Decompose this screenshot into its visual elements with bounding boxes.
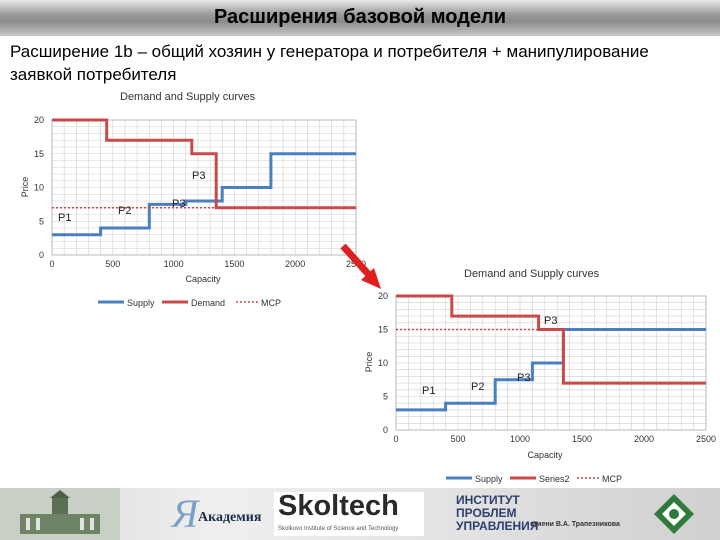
slide-subtitle: Расширение 1b – общий хозяин у генератор…	[10, 42, 649, 84]
skoltech-logo: Skoltech Skolkovo Institute of Science a…	[274, 490, 424, 536]
x-tick-label: 2000	[285, 259, 305, 269]
ipu-line-2: ПРОБЛЕМ	[456, 506, 517, 520]
chart-1: Demand and Supply curves Price Capacity …	[20, 91, 366, 308]
series-line-series2	[396, 294, 706, 385]
title-bar: Расширения базовой модели	[0, 0, 720, 36]
ipu-logo: ИНСТИТУТ ПРОБЛЕМ УПРАВЛЕНИЯ имени В.А. Т…	[452, 494, 630, 536]
chart-2-ylabel: Price	[364, 352, 374, 373]
emblem-logo-icon	[654, 494, 694, 534]
y-tick-label: 5	[39, 216, 44, 226]
arrow-icon	[340, 243, 381, 289]
x-tick-label: 1500	[224, 259, 244, 269]
ipu-line-3: УПРАВЛЕНИЯ	[456, 519, 539, 533]
chart-2-label-p1: P1	[422, 385, 435, 397]
y-tick-label: 15	[34, 149, 44, 159]
skoltech-logo-sub: Skolkovo Institute of Science and Techno…	[278, 526, 399, 532]
academy-logo-text: Академия	[198, 510, 262, 525]
chart-2-legend: Supply Series2 MCP	[446, 474, 622, 484]
plot-frame	[51, 119, 357, 256]
chart-1-label-p3b: P3	[172, 198, 185, 210]
chart-1-label-p2: P2	[118, 205, 131, 217]
ipu-logo-sub: имени В.А. Трапезникова	[532, 521, 620, 528]
series-line-supply	[52, 152, 356, 237]
x-tick-label: 0	[393, 434, 398, 444]
y-tick-label: 5	[383, 392, 388, 402]
x-tick-label: 0	[49, 259, 54, 269]
y-tick-label: 20	[378, 291, 388, 301]
chart-1-ylabel: Price	[20, 177, 30, 198]
slide-title: Расширения базовой модели	[213, 6, 506, 28]
legend-mcp-label: MCP	[602, 474, 622, 484]
x-tick-label: 2500	[696, 434, 716, 444]
footer-logos: Я Академия Skoltech Skolkovo Institute o…	[0, 488, 720, 540]
chart-2-label-p3b: P3	[517, 372, 530, 384]
charts-canvas: Demand and Supply curves Price Capacity …	[20, 91, 716, 484]
x-tick-label: 500	[105, 259, 120, 269]
academy-logo-mark-icon: Я	[172, 491, 199, 536]
chart-2-title: Demand and Supply curves	[464, 268, 600, 280]
series-line-demand	[52, 118, 356, 210]
y-tick-label: 20	[34, 115, 44, 125]
legend-series2-label: Series2	[539, 474, 570, 484]
x-tick-label: 500	[450, 434, 465, 444]
x-tick-label: 1000	[510, 434, 530, 444]
chart-1-title: Demand and Supply curves	[120, 91, 256, 103]
x-tick-label: 1500	[572, 434, 592, 444]
chart-2: Demand and Supply curves Price Capacity …	[364, 268, 716, 484]
chart-1-legend: Supply Demand MCP	[98, 298, 281, 308]
chart-1-label-p3a: P3	[192, 170, 205, 182]
chart-1-label-p1: P1	[58, 212, 71, 224]
legend-mcp-label: MCP	[261, 298, 281, 308]
plot-frame	[395, 295, 707, 431]
chart-2-xlabel: Capacity	[527, 450, 563, 460]
legend-supply-label: Supply	[127, 298, 155, 308]
x-tick-label: 1000	[164, 259, 184, 269]
y-tick-label: 15	[378, 325, 388, 335]
academy-logo: Я Академия	[172, 491, 268, 536]
x-tick-label: 2000	[634, 434, 654, 444]
ipu-line-1: ИНСТИТУТ	[456, 493, 520, 507]
y-tick-label: 0	[39, 250, 44, 260]
y-tick-label: 10	[378, 358, 388, 368]
chart-2-label-p2: P2	[471, 381, 484, 393]
y-tick-label: 0	[383, 425, 388, 435]
skoltech-logo-text: Skoltech	[278, 490, 399, 522]
chart-1-xlabel: Capacity	[185, 274, 221, 284]
y-tick-label: 10	[34, 183, 44, 193]
chart-2-label-p3a: P3	[544, 315, 557, 327]
legend-supply-label: Supply	[475, 474, 503, 484]
legend-demand-label: Demand	[191, 298, 225, 308]
building-logo-icon	[0, 488, 120, 540]
